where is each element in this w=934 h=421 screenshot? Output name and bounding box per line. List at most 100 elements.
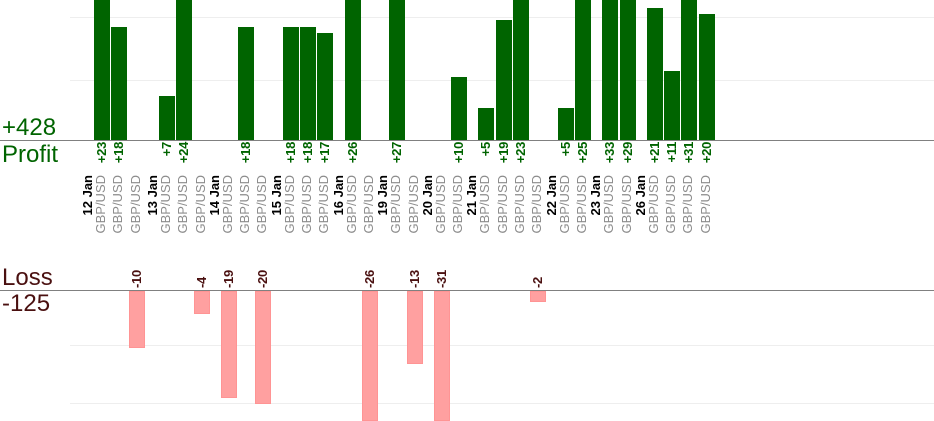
instrument-label: GBP/USD	[192, 175, 208, 234]
profit-bar[interactable]	[282, 27, 299, 140]
profit-value-label: +19	[495, 142, 511, 164]
instrument-label: GBP/USD	[529, 175, 545, 234]
profit-value-label: +18	[238, 142, 254, 164]
instrument-label: GBP/USD	[680, 175, 696, 234]
profit-bar[interactable]	[344, 0, 361, 140]
instrument-label: GBP/USD	[299, 175, 314, 234]
instrument-label: GBP/USD	[110, 175, 126, 234]
loss-bar[interactable]	[406, 291, 423, 364]
profit-value-label: +23	[94, 142, 109, 164]
instrument-label: GBP/USD	[388, 175, 404, 234]
profit-value-label: +10	[451, 142, 467, 164]
instrument-label: GBP/USD	[127, 175, 143, 234]
loss-bar[interactable]	[220, 291, 237, 398]
loss-bar[interactable]	[361, 291, 378, 421]
loss-axis-line	[0, 290, 934, 291]
profit-bar[interactable]	[451, 77, 468, 140]
profit-axis-title: Profit	[2, 141, 59, 168]
instrument-label: GBP/USD	[93, 175, 108, 234]
profit-bar[interactable]	[158, 96, 175, 140]
instrument-label: GBP/USD	[219, 175, 235, 234]
profit-value-label: +18	[282, 142, 298, 164]
profit-bar[interactable]	[176, 0, 193, 140]
profit-value-label: +11	[664, 142, 680, 163]
profit-value-label: +21	[646, 142, 662, 164]
instrument-label: GBP/USD	[316, 175, 332, 234]
date-label: 13 Jan	[144, 175, 160, 216]
instrument-label: GBP/USD	[360, 175, 376, 234]
profit-axis-line	[0, 140, 934, 141]
profit-value-label: +27	[389, 142, 405, 164]
loss-total-label: -125	[2, 290, 51, 317]
profit-bar[interactable]	[557, 108, 574, 140]
instrument-label: GBP/USD	[254, 175, 270, 234]
profit-bar[interactable]	[317, 33, 334, 140]
instrument-label: GBP/USD	[663, 175, 679, 234]
profit-bar[interactable]	[111, 27, 128, 140]
instrument-label: GBP/USD	[601, 175, 617, 234]
loss-bar[interactable]	[530, 291, 547, 302]
date-label: 15 Jan	[268, 175, 284, 216]
instrument-label: GBP/USD	[157, 175, 173, 234]
instrument-label: GBP/USD	[573, 175, 589, 234]
profit-bar[interactable]	[664, 71, 681, 140]
loss-value-label: -13	[406, 270, 422, 288]
loss-value-label: -2	[530, 277, 546, 288]
profit-bar[interactable]	[602, 0, 619, 140]
date-label: 20 Jan	[419, 175, 435, 216]
loss-value-label: -26	[361, 270, 377, 288]
profit-value-label: +5	[478, 142, 494, 157]
instrument-label: GBP/USD	[645, 175, 661, 234]
instrument-label: GBP/USD	[343, 175, 359, 234]
loss-value-label: -10	[128, 270, 144, 288]
profit-bar[interactable]	[238, 27, 255, 140]
instrument-label: GBP/USD	[175, 175, 191, 234]
profit-value-label: +5	[557, 142, 573, 157]
instrument-label: GBP/USD	[512, 175, 527, 234]
profit-bar[interactable]	[389, 0, 406, 140]
profit-bar[interactable]	[681, 0, 698, 140]
profit-value-label: +18	[300, 142, 315, 164]
loss-value-label: -20	[255, 270, 271, 288]
date-label: 14 Jan	[206, 175, 222, 216]
instrument-label: GBP/USD	[450, 175, 466, 234]
instrument-label: GBP/USD	[477, 175, 493, 234]
loss-value-label: -31	[433, 270, 449, 288]
date-label: 26 Jan	[632, 175, 648, 216]
gridline-loss-10	[70, 345, 934, 346]
profit-bar[interactable]	[300, 27, 316, 140]
profit-value-label: +29	[619, 142, 635, 164]
instrument-label: GBP/USD	[237, 175, 253, 234]
loss-value-label: -19	[220, 270, 236, 288]
profit-value-label: +23	[513, 142, 528, 164]
instrument-label: GBP/USD	[494, 175, 510, 234]
gridline-profit-20	[70, 17, 934, 18]
profit-bar[interactable]	[478, 108, 495, 140]
loss-bar[interactable]	[128, 291, 145, 348]
loss-bar[interactable]	[255, 291, 272, 404]
profit-bar[interactable]	[646, 8, 663, 140]
loss-bar[interactable]	[433, 291, 450, 421]
loss-bar[interactable]	[193, 291, 210, 314]
profit-value-label: +18	[111, 142, 127, 164]
instrument-label: GBP/USD	[618, 175, 634, 234]
profit-total-label: +428	[2, 114, 57, 141]
profit-bar[interactable]	[619, 0, 636, 140]
instrument-label: GBP/USD	[281, 175, 297, 234]
loss-axis-title: Loss	[2, 264, 53, 291]
instrument-label: GBP/USD	[432, 175, 448, 234]
date-label: 16 Jan	[330, 175, 346, 216]
profit-bar[interactable]	[513, 0, 529, 140]
profit-value-label: +26	[344, 142, 360, 164]
profit-bar[interactable]	[495, 20, 512, 140]
profit-value-label: +24	[176, 142, 192, 164]
instrument-label: GBP/USD	[405, 175, 421, 234]
profit-bar[interactable]	[574, 0, 591, 140]
date-label: 22 Jan	[543, 175, 559, 216]
profit-value-label: +17	[317, 142, 333, 164]
profit-bar[interactable]	[94, 0, 110, 140]
profit-value-label: +20	[698, 142, 714, 164]
profit-bar[interactable]	[698, 14, 715, 140]
loss-value-label: -4	[193, 277, 209, 288]
